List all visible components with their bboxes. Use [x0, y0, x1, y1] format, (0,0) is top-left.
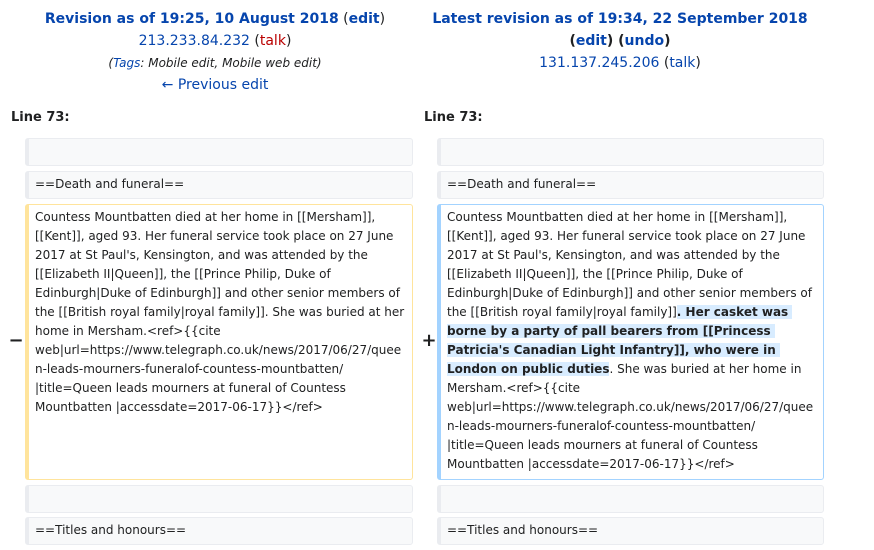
right-revision-header: Latest revision as of 19:34, 22 Septembe…	[432, 11, 808, 71]
left-deleted-paragraph: Countess Mountbatten died at her home in…	[25, 204, 413, 480]
right-edit-link[interactable]: edit	[575, 33, 607, 49]
right-line-number: Line 73:	[424, 110, 483, 125]
left-context-blank-1	[25, 138, 413, 166]
right-undo-link[interactable]: undo	[624, 33, 665, 49]
left-revision-title-link[interactable]: Revision as of 19:25, 10 August 2018	[44, 11, 339, 27]
left-talk-paren-close: )	[285, 33, 292, 49]
left-paren-open: (	[343, 11, 349, 27]
right-text-before: Countess Mountbatten died at her home in…	[447, 210, 816, 319]
left-line-number: Line 73:	[11, 110, 70, 125]
right-context-blank-1	[437, 138, 824, 166]
right-context-blank-2	[437, 485, 824, 513]
right-context-heading: ==Death and funeral==	[437, 171, 824, 199]
left-talk-link[interactable]: talk	[259, 33, 286, 49]
left-talk-paren-open: (	[254, 33, 260, 49]
left-paren-close: )	[379, 11, 386, 27]
right-added-paragraph: Countess Mountbatten died at her home in…	[437, 204, 824, 480]
left-context-blank-2	[25, 485, 413, 513]
right-talk-link[interactable]: talk	[669, 55, 696, 71]
left-edit-link[interactable]: edit	[348, 11, 380, 27]
right-text-after: . She was buried at her home in Mersham.…	[447, 362, 814, 471]
left-user-link[interactable]: 213.233.84.232	[138, 33, 250, 49]
left-tags: (Tags: Mobile edit, Mobile web edit)	[108, 56, 322, 70]
right-user-link[interactable]: 131.137.245.206	[539, 55, 660, 71]
left-context-heading: ==Death and funeral==	[25, 171, 413, 199]
left-context-titles: ==Titles and honours==	[25, 517, 413, 545]
right-context-titles: ==Titles and honours==	[437, 517, 824, 545]
right-revision-title-link[interactable]: Latest revision as of 19:34, 22 Septembe…	[432, 11, 808, 27]
added-line-marker: +	[421, 330, 437, 351]
left-revision-header: Revision as of 19:25, 10 August 2018 (ed…	[10, 8, 420, 96]
left-tags-link[interactable]: Tags	[113, 56, 141, 70]
deleted-line-marker: −	[8, 330, 24, 351]
left-tags-list: Mobile edit, Mobile web edit	[148, 56, 317, 70]
previous-edit-link[interactable]: ← Previous edit	[161, 77, 269, 93]
